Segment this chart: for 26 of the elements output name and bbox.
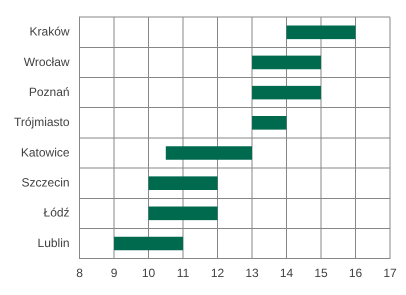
bar: [114, 236, 184, 250]
bar: [286, 26, 356, 40]
bar: [252, 116, 287, 130]
y-tick-label: Lublin: [38, 236, 70, 250]
bar: [252, 86, 322, 100]
x-tick-label: 12: [210, 266, 225, 280]
x-tick-label: 8: [76, 266, 84, 280]
y-tick-label: Katowice: [20, 145, 70, 160]
y-tick-label: Kraków: [30, 24, 70, 39]
y-tick-label: Łódź: [44, 206, 70, 220]
y-tick-label: Poznań: [28, 84, 70, 99]
x-tick-label: 9: [110, 266, 118, 280]
x-tick-label: 14: [280, 266, 294, 280]
x-tick-label: 13: [245, 266, 260, 280]
bar: [252, 56, 322, 70]
y-tick-label: Wrocław: [24, 54, 70, 69]
x-tick-label: 11: [176, 266, 190, 280]
y-tick-label: Szczecin: [22, 175, 70, 190]
x-tick-label: 15: [314, 266, 328, 280]
y-tick-label: Trójmiasto: [14, 115, 70, 130]
x-tick-label: 16: [348, 266, 362, 280]
bar: [166, 146, 252, 160]
x-tick-label: 17: [383, 266, 397, 280]
x-tick-label: 10: [142, 266, 156, 280]
bar: [148, 176, 218, 190]
bar: [148, 206, 218, 220]
